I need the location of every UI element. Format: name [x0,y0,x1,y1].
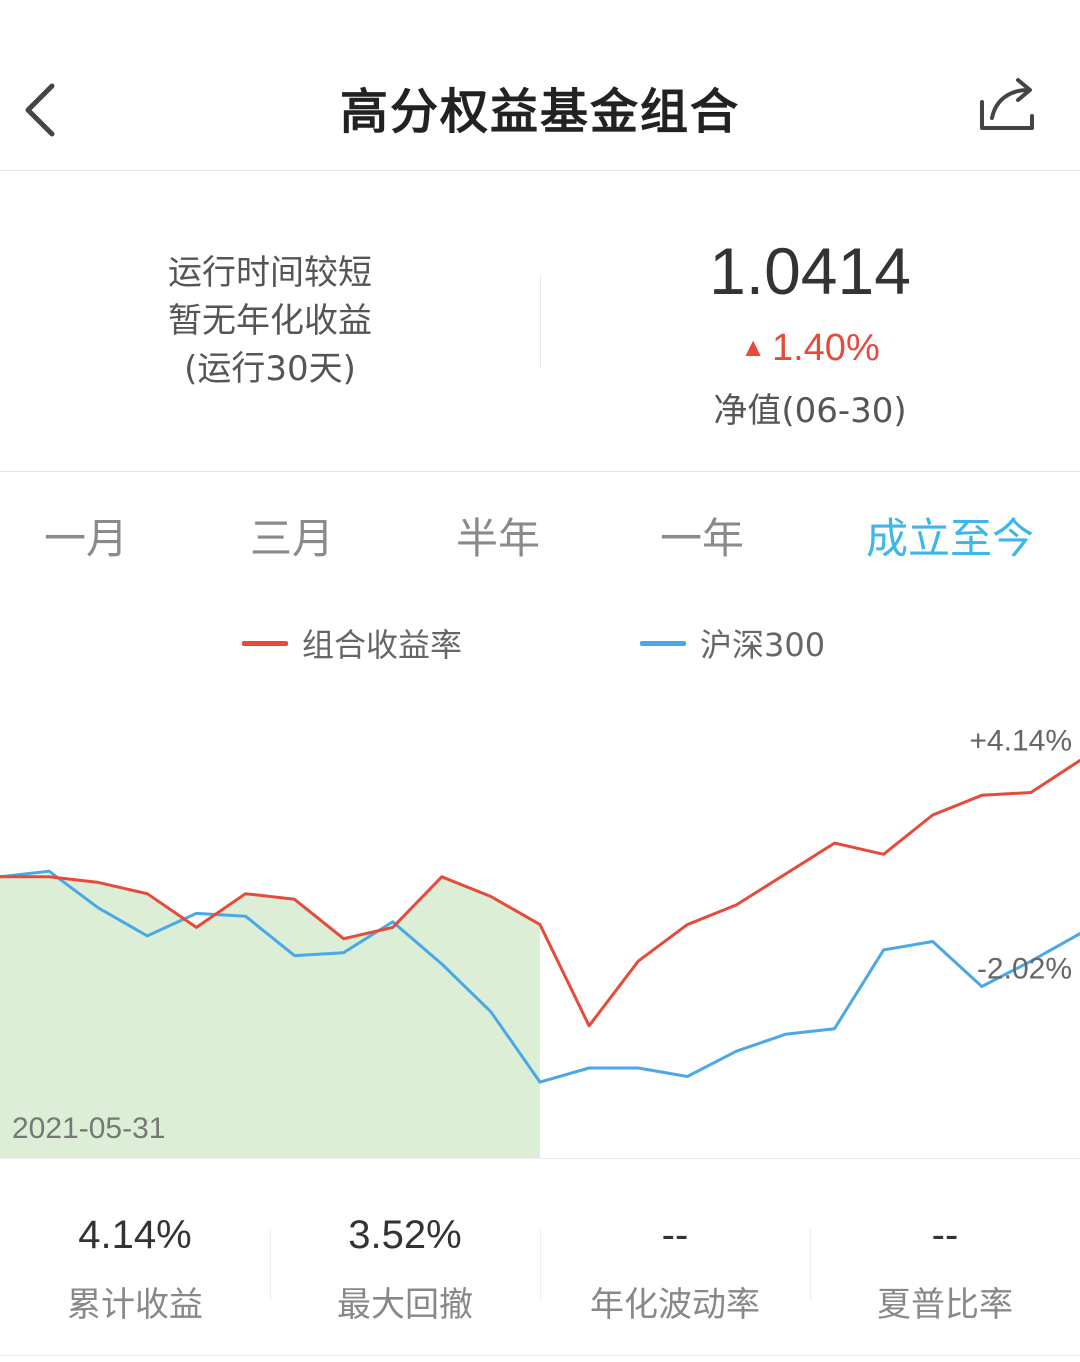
daily-change: ▲ 1.40% [610,327,1010,370]
summary-divider [540,275,541,367]
legend-label: 组合收益率 [302,626,463,664]
end-label-benchmark: -2.02% [977,953,1072,986]
tab-three-months[interactable]: 三月 [250,514,335,563]
return-notice: 运行时间较短 暂无年化收益 (运行30天) [90,249,450,393]
tab-since-inception[interactable]: 成立至今 [866,514,1035,563]
share-button[interactable] [972,72,1042,136]
stat-label: 夏普比率 [877,1285,1013,1325]
notice-line: (运行30天) [184,349,356,389]
stat-label: 累计收益 [67,1285,203,1325]
legend-label: 沪深300 [700,626,826,664]
net-value: 1.0414 [709,234,911,308]
stat-divider [540,1229,541,1301]
notice-line: 运行时间较短 [168,253,372,293]
series-line-portfolio [0,758,1080,1028]
tab-one-year[interactable]: 一年 [660,514,745,563]
legend-swatch-portfolio [242,640,288,646]
notice-line: 暂无年化收益 [168,301,372,341]
selected-date-label: 2021-05-31 [12,1112,165,1145]
stat-max-drawdown: 3.52% 最大回撤 [270,1159,540,1355]
legend-item-portfolio: 组合收益率 [242,620,462,666]
share-icon [980,78,1034,130]
tab-half-year[interactable]: 半年 [456,514,541,563]
legend-swatch-benchmark [640,640,686,646]
stat-sharpe-ratio: -- 夏普比率 [810,1159,1080,1355]
stat-value: 3.52% [348,1213,462,1257]
stat-cumulative-return: 4.14% 累计收益 [0,1159,270,1355]
stat-divider [810,1229,811,1301]
stat-value: -- [661,1213,689,1257]
stat-label: 最大回撤 [337,1285,473,1325]
stat-divider [270,1229,271,1301]
return-chart[interactable]: +4.14% -2.02% 2021-05-31 [0,680,1080,1158]
stat-label: 年化波动率 [590,1285,760,1325]
chart-legend: 组合收益率 沪深300 [0,620,1080,668]
period-tabs: 一月 三月 半年 一年 成立至今 [0,505,1080,575]
daily-change-value: 1.40% [771,327,880,369]
back-button[interactable] [20,78,64,142]
page-title: 高分权益基金组合 [339,84,740,140]
stat-annual-volatility: -- 年化波动率 [540,1159,810,1355]
series-line-benchmark [0,869,1080,1084]
end-label-portfolio: +4.14% [969,724,1072,757]
header-bar: 高分权益基金组合 [0,0,1080,171]
stats-bar: 4.14% 累计收益 3.52% 最大回撤 -- 年化波动率 -- 夏普比率 [0,1158,1080,1356]
selection-area [0,876,540,1158]
net-value-date: 净值(06-30) [713,391,907,431]
chevron-left-icon [25,83,55,137]
stat-value: 4.14% [78,1213,192,1257]
legend-item-benchmark: 沪深300 [640,620,825,666]
summary-panel: 运行时间较短 暂无年化收益 (运行30天) 1.0414 ▲ 1.40% 净值(0… [0,171,1080,472]
stat-value: -- [931,1213,959,1257]
tab-one-month[interactable]: 一月 [44,514,129,563]
triangle-up-icon: ▲ [740,332,766,362]
